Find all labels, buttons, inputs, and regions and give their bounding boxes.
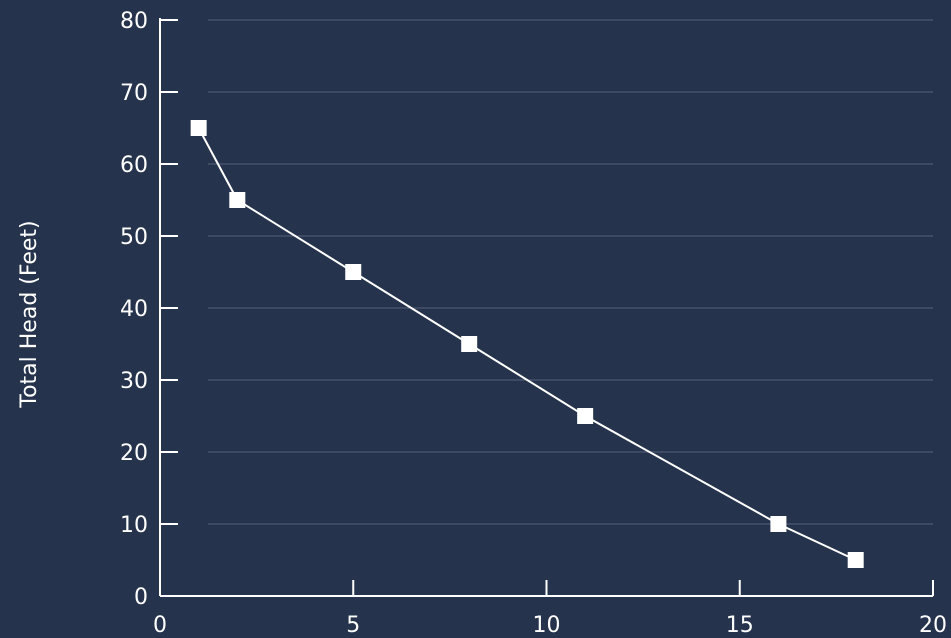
series-group [190, 120, 864, 568]
x-tick-label-20: 20 [919, 613, 947, 638]
data-point-18 [847, 552, 864, 568]
x-tick-label-0: 0 [153, 613, 167, 638]
y-axis-label: Total Head (Feet) [17, 220, 42, 408]
data-point-16 [770, 516, 787, 532]
data-point-2 [229, 192, 246, 208]
data-point-11 [577, 408, 594, 424]
y-tick-label-60: 60 [120, 153, 148, 178]
data-point-8 [461, 336, 478, 352]
gridlines [208, 19, 933, 525]
y-tick-label-40: 40 [120, 297, 148, 322]
y-tick-label-80: 80 [120, 9, 148, 34]
x-tick-label-5: 5 [346, 613, 360, 638]
y-tick-label-70: 70 [120, 81, 148, 106]
y-axis-ticks: 0 10 20 30 40 50 60 70 80 [120, 9, 178, 610]
data-point-1 [190, 120, 207, 136]
y-tick-label-0: 0 [134, 585, 148, 610]
y-tick-label-10: 10 [120, 513, 148, 538]
y-tick-label-20: 20 [120, 441, 148, 466]
data-point-5 [345, 264, 362, 280]
axes [159, 18, 933, 597]
series-line-0 [197, 127, 857, 561]
y-tick-label-50: 50 [120, 225, 148, 250]
x-tick-label-15: 15 [726, 613, 754, 638]
y-tick-label-30: 30 [120, 369, 148, 394]
x-tick-label-10: 10 [533, 613, 561, 638]
x-axis-ticks: 0 5 10 15 20 [153, 580, 947, 638]
